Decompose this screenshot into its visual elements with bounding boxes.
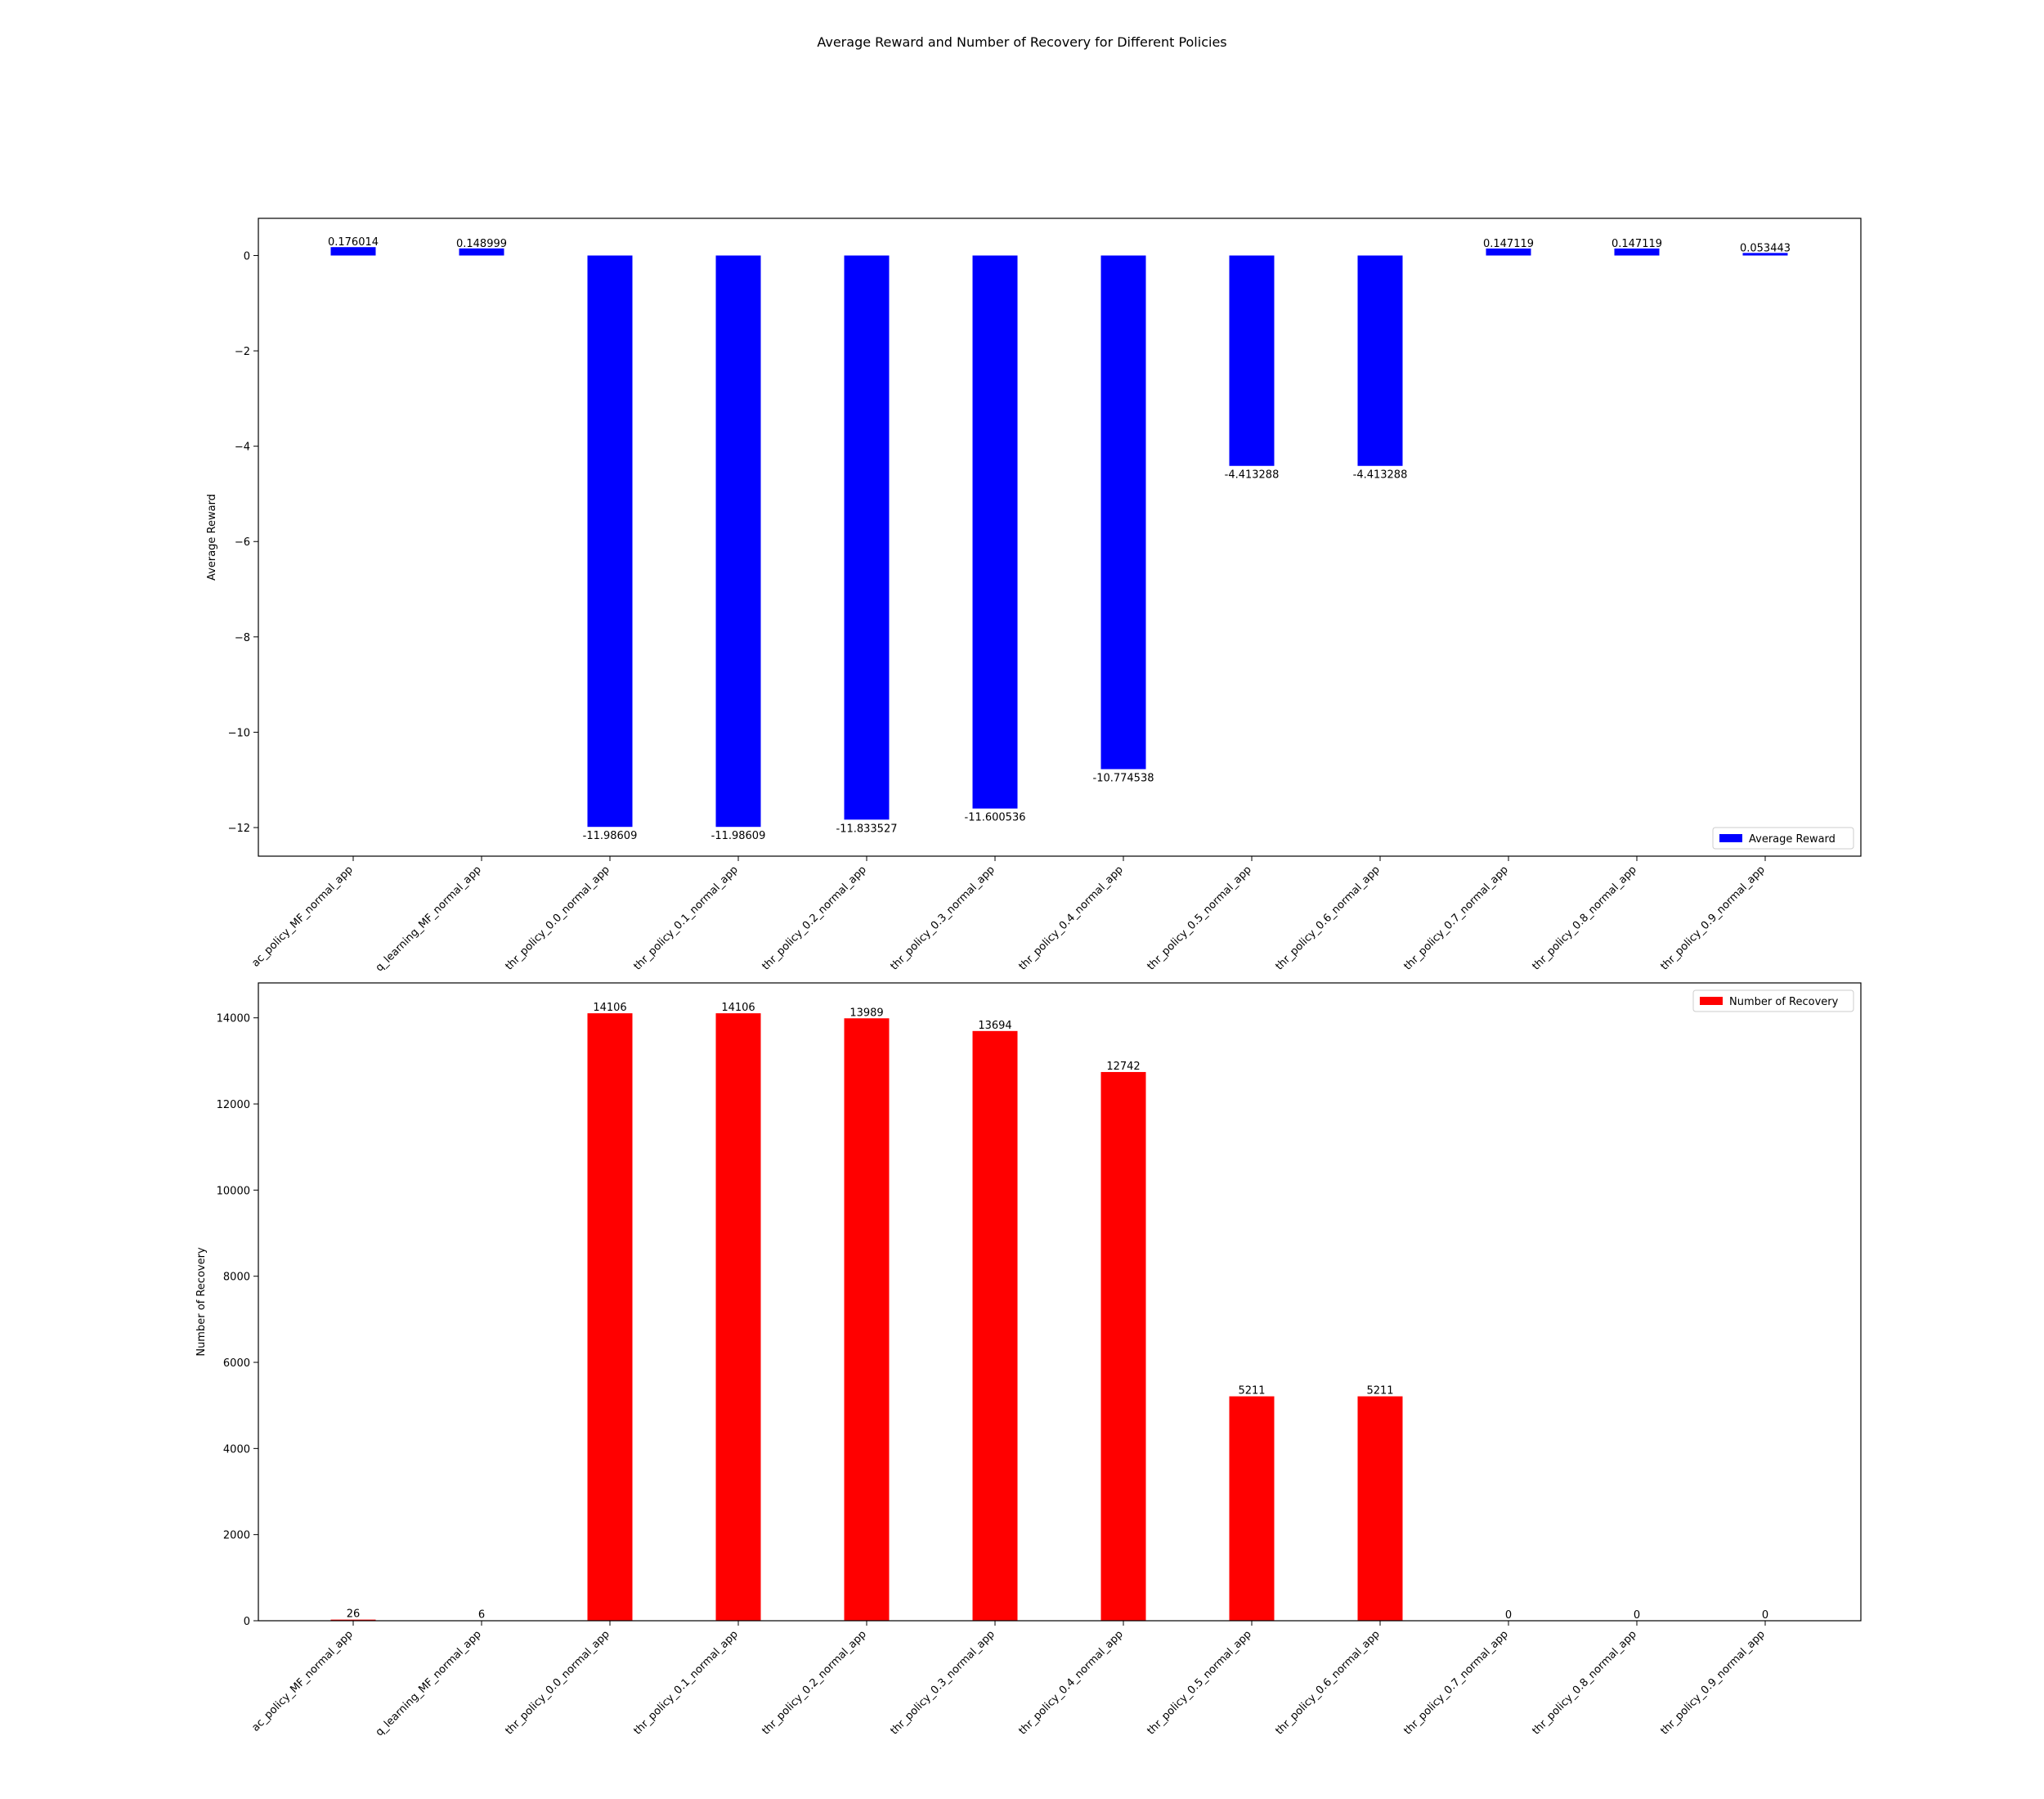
- bar-value-label: 0.147119: [1611, 238, 1662, 250]
- y-axis-label: Average Reward: [206, 494, 218, 581]
- y-tick-label: −10: [228, 727, 250, 739]
- y-tick-label: 12000: [217, 1099, 250, 1111]
- legend: Average Reward: [1712, 827, 1854, 850]
- bar-value-label: 0.176014: [328, 236, 379, 249]
- y-tick-label: 4000: [223, 1443, 250, 1456]
- y-tick-label: 10000: [217, 1185, 250, 1197]
- plot-frame: [258, 982, 1862, 1622]
- bar-value-label: 0: [1634, 1609, 1640, 1622]
- legend: Number of Recovery: [1692, 989, 1854, 1012]
- figure-title: Average Reward and Number of Recovery fo…: [817, 34, 1226, 50]
- bar-value-label: -11.98609: [711, 830, 766, 842]
- y-tick-label: 2000: [223, 1530, 250, 1542]
- bar: [1742, 253, 1788, 256]
- bar: [1100, 1071, 1146, 1621]
- y-axis-label: Number of Recovery: [195, 1247, 208, 1357]
- bar-value-label: 26: [347, 1608, 361, 1621]
- bar: [587, 255, 633, 828]
- bar-value-label: -4.413288: [1225, 469, 1280, 482]
- bar: [972, 1030, 1018, 1621]
- bar: [1357, 1396, 1403, 1621]
- bar: [715, 1013, 761, 1621]
- bar-value-label: 13989: [849, 1007, 883, 1019]
- bar-value-label: -4.413288: [1353, 469, 1408, 482]
- y-tick-label: 8000: [223, 1272, 250, 1284]
- bar-value-label: 5211: [1366, 1385, 1393, 1397]
- bar: [715, 255, 761, 828]
- legend-label: Average Reward: [1749, 833, 1836, 846]
- bar-value-label: 0: [1505, 1609, 1512, 1622]
- bar-value-label: 14106: [721, 1002, 755, 1014]
- bar: [330, 1619, 376, 1621]
- bar-value-label: 13694: [978, 1020, 1011, 1032]
- bar: [1486, 248, 1531, 256]
- bar-value-label: 0.147119: [1483, 238, 1534, 250]
- legend-box: [1692, 989, 1854, 1012]
- bar-value-label: 14106: [593, 1002, 626, 1014]
- bar-value-label: 12742: [1106, 1061, 1140, 1073]
- legend-label: Number of Recovery: [1729, 996, 1839, 1008]
- bar: [459, 248, 504, 256]
- bar: [844, 255, 890, 820]
- y-tick-label: 0: [244, 1616, 250, 1628]
- bar: [844, 1018, 890, 1621]
- y-tick-label: −4: [235, 442, 250, 454]
- bar: [1614, 248, 1660, 256]
- bar: [1229, 255, 1275, 466]
- bar: [330, 247, 376, 256]
- y-tick-label: −12: [228, 823, 250, 835]
- y-tick-label: −2: [235, 346, 250, 358]
- legend-swatch: [1700, 997, 1723, 1005]
- bar-value-label: 0.148999: [456, 238, 507, 250]
- legend-box: [1712, 827, 1854, 850]
- bar-value-label: 0.053443: [1740, 242, 1791, 254]
- plot-frame: [258, 218, 1862, 857]
- bar: [1357, 255, 1403, 466]
- y-tick-label: −6: [235, 536, 250, 549]
- y-tick-label: 14000: [217, 1013, 250, 1025]
- bar: [587, 1013, 633, 1621]
- y-tick-label: −8: [235, 632, 250, 644]
- bar-value-label: 5211: [1238, 1385, 1265, 1397]
- legend-swatch: [1719, 834, 1742, 842]
- bar-value-label: -11.600536: [965, 812, 1026, 824]
- bar-value-label: -10.774538: [1093, 773, 1154, 785]
- bar: [972, 255, 1018, 809]
- bar-value-label: 6: [478, 1609, 485, 1622]
- bar: [1100, 255, 1146, 769]
- bar-value-label: 0: [1762, 1609, 1768, 1622]
- y-tick-label: 0: [244, 250, 250, 262]
- bar: [1229, 1396, 1275, 1621]
- y-tick-label: 6000: [223, 1357, 250, 1370]
- bar-value-label: -11.98609: [583, 830, 638, 842]
- bar-value-label: -11.833527: [836, 823, 898, 835]
